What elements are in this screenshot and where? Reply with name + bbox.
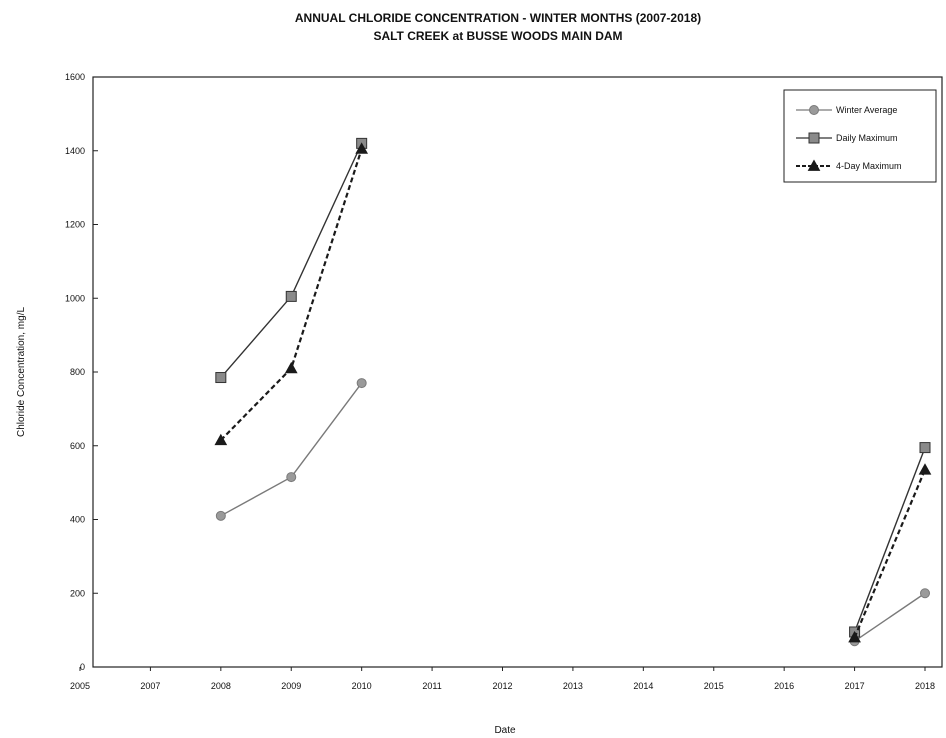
x-tick-label: 2010 xyxy=(352,681,372,691)
legend-label: Daily Maximum xyxy=(836,133,898,143)
series-4-day-maximum xyxy=(214,142,932,643)
x-axis-label: Date xyxy=(494,725,516,736)
y-tick-label: 0 xyxy=(80,662,85,672)
data-point xyxy=(286,472,297,483)
series-layer xyxy=(214,137,932,647)
legend-label: Winter Average xyxy=(836,105,897,115)
data-point xyxy=(919,442,931,454)
legend-label: 4-Day Maximum xyxy=(836,161,902,171)
chart-title: ANNUAL CHLORIDE CONCENTRATION - WINTER M… xyxy=(295,11,701,25)
data-point xyxy=(356,378,367,389)
data-point xyxy=(355,142,369,154)
data-point xyxy=(214,433,228,446)
y-axis-label: Chloride Concentration, mg/L xyxy=(16,307,27,438)
x-tick-label: 2007 xyxy=(140,681,160,691)
x-tick-label: 2005 xyxy=(70,681,90,691)
y-tick-label: 400 xyxy=(70,515,85,525)
data-point xyxy=(920,588,930,599)
y-tick-label: 600 xyxy=(70,441,85,451)
legend-marker xyxy=(809,105,819,115)
data-point xyxy=(284,361,298,374)
series-line xyxy=(853,469,927,638)
y-tick-label: 1400 xyxy=(65,146,85,156)
y-tick-label: 1200 xyxy=(65,220,85,230)
y-tick-label: 1000 xyxy=(65,293,85,303)
legend-marker xyxy=(808,132,820,144)
x-axis: 2005 2007 2008 2009 2010 2011 2012 2013 2014 2015… xyxy=(70,667,935,691)
data-point xyxy=(848,630,861,643)
x-tick-label: 2015 xyxy=(704,681,724,691)
y-tick-label: 200 xyxy=(70,588,85,598)
y-axis: 0 200 400 600 800 1000 1200 1400 1600 xyxy=(65,72,98,672)
y-tick-label: 1600 xyxy=(65,72,85,82)
series-line xyxy=(853,447,926,633)
data-point xyxy=(285,290,297,302)
data-point xyxy=(918,463,932,475)
x-tick-label: 2008 xyxy=(211,681,231,691)
y-tick-label: 800 xyxy=(70,367,85,377)
x-tick-label: 2009 xyxy=(281,681,301,691)
x-tick-label: 2017 xyxy=(845,681,865,691)
x-tick-label: 2018 xyxy=(915,681,935,691)
data-point xyxy=(215,372,227,384)
x-tick-label: 2013 xyxy=(563,681,583,691)
x-tick-label: 2012 xyxy=(492,681,512,691)
x-tick-label: 2014 xyxy=(633,681,653,691)
data-point xyxy=(215,510,226,521)
series-line xyxy=(854,592,926,642)
legend-marker xyxy=(807,159,821,171)
legend-items: Winter Average Daily Maximum 4-Day Maximum xyxy=(796,105,902,171)
x-tick-label: 2016 xyxy=(774,681,794,691)
legend: Winter Average Daily Maximum 4-Day Maximum xyxy=(783,89,937,183)
chart-subtitle: SALT CREEK at BUSSE WOODS MAIN DAM xyxy=(373,29,622,43)
x-tick-label: 2011 xyxy=(422,681,441,691)
